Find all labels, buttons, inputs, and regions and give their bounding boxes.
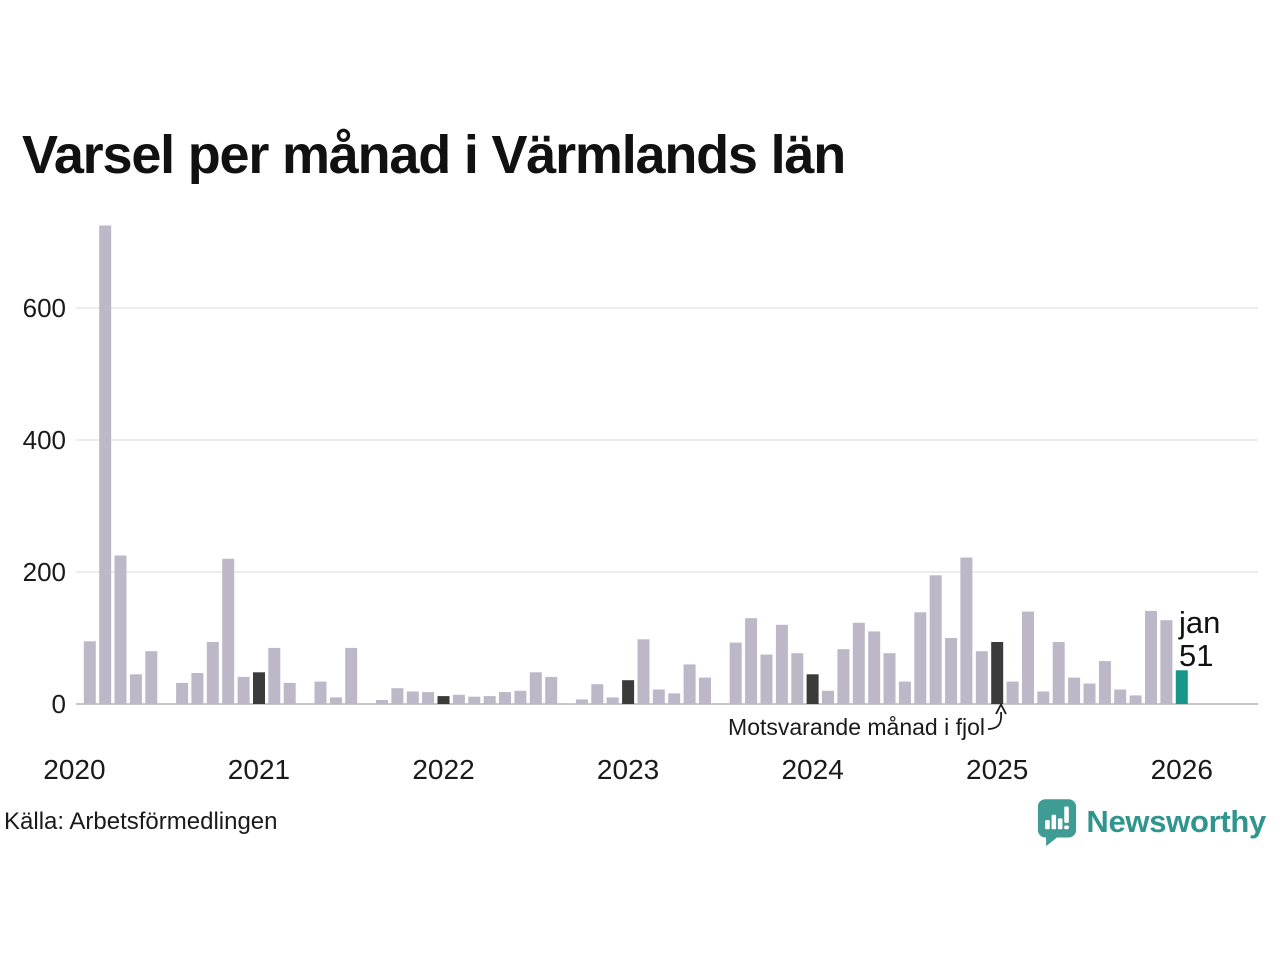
y-axis-tick-label: 600 [23,293,66,323]
x-axis-year-label: 2025 [966,754,1028,785]
bar-2021-12 [422,692,435,704]
bar-2020-12 [237,676,250,704]
bar-2023-11 [775,624,788,704]
bar-2022-2 [452,694,465,704]
newsworthy-logo-icon [1038,799,1077,846]
bar-2020-2 [83,641,96,704]
annotation-label: Motsvarande månad i fjol [728,714,985,740]
page-title: Varsel per månad i Värmlands län [22,125,846,185]
bar-2023-10 [760,654,773,704]
bar-2022-4 [483,696,496,704]
bar-2021-11 [406,691,419,704]
annotation-arrow [987,711,1003,730]
y-axis-tick-label: 200 [23,557,66,587]
x-axis-year-label: 2020 [43,754,105,785]
y-axis-tick-label: 0 [52,689,66,719]
bar-2025-9 [1114,689,1127,704]
bar-2025-8 [1098,661,1111,704]
bar-2025-10 [1129,695,1142,704]
x-axis-year-label: 2026 [1151,754,1213,785]
bar-2025-12 [1160,620,1173,704]
bar-2024-3 [837,649,850,704]
bar-2025-1 [991,642,1004,704]
bar-2025-6 [1068,677,1081,704]
bar-2024-8 [914,612,927,704]
bar-2023-5 [683,664,696,704]
bar-2024-7 [898,681,911,704]
bar-2021-2 [268,647,281,704]
bar-2024-11 [960,557,973,704]
bar-2022-8 [545,676,558,704]
bar-2022-10 [575,699,588,704]
bar-2025-11 [1145,610,1157,704]
bar-2024-2 [822,690,834,704]
bar-2024-4 [852,622,865,704]
x-axis-year-label: 2021 [228,754,290,785]
latest-value: 51 [1179,638,1214,673]
latest-value-label: jan 51 [1179,606,1220,672]
bar-2024-9 [929,575,942,704]
bar-2023-8 [729,642,742,704]
bar-2021-7 [345,647,358,704]
bar-2020-8 [176,682,189,704]
bar-2024-5 [868,631,881,704]
bar-2025-4 [1037,691,1050,704]
bar-2020-3 [99,225,112,704]
bar-2023-3 [652,689,665,704]
bar-2020-5 [129,674,142,704]
bar-2024-6 [883,653,896,704]
annotation-arrowhead [995,702,1007,715]
bar-2022-7 [529,672,542,704]
x-axis-year-label: 2024 [781,754,843,785]
bar-2021-3 [283,682,296,704]
newsworthy-logo-text: Newsworthy [1086,804,1266,839]
bar-2023-1 [622,680,635,704]
bar-2024-10 [945,638,958,704]
bar-2022-11 [591,684,604,704]
bar-2021-1 [253,672,265,704]
bar-2025-3 [1022,611,1034,704]
bar-2022-3 [468,696,481,704]
bar-2020-10 [206,642,219,704]
x-axis-year-label: 2023 [597,754,659,785]
bar-2022-5 [499,692,511,704]
bar-2021-9 [376,700,388,704]
bar-2022-1 [437,696,450,704]
bar-2024-1 [806,674,819,704]
bar-2021-6 [329,697,342,704]
source-attribution: Källa: Arbetsförmedlingen [4,808,278,835]
bar-2020-6 [145,651,158,704]
bar-2025-7 [1083,683,1096,704]
bar-2023-12 [791,653,804,704]
bar-2023-2 [637,639,650,704]
bar-2021-10 [391,688,404,704]
bar-2026-1 [1175,670,1188,704]
bar-2020-9 [191,673,204,704]
x-axis-year-label: 2022 [412,754,474,785]
y-axis-tick-label: 400 [23,425,66,455]
bar-2021-5 [314,681,327,704]
bar-2025-5 [1052,642,1065,704]
bar-2020-11 [222,558,235,704]
bar-2024-12 [975,651,988,704]
bar-2023-4 [668,693,681,704]
bar-2020-4 [114,555,127,704]
latest-month-label: jan [1179,605,1221,640]
bar-2023-6 [699,677,711,704]
bar-2022-6 [514,690,527,704]
bar-2025-2 [1006,681,1019,704]
bar-2022-12 [606,697,619,704]
newsworthy-logo[interactable]: Newsworthy [1037,797,1266,847]
bar-2023-9 [745,618,758,704]
